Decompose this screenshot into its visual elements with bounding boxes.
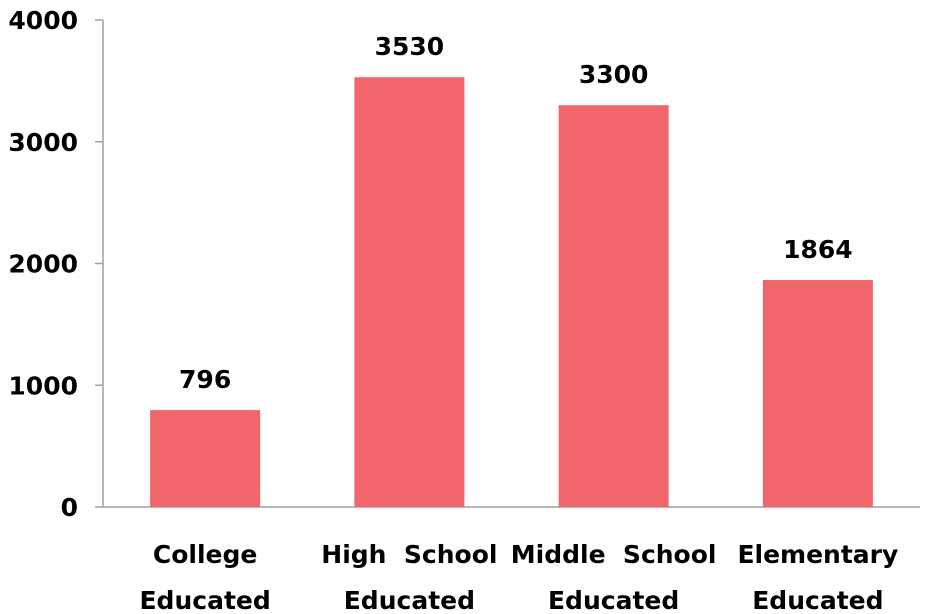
bar-value-label: 796 <box>179 365 231 394</box>
y-tick-label: 3000 <box>8 128 78 157</box>
bar-value-label: 3300 <box>579 60 649 89</box>
y-tick-label: 2000 <box>8 250 78 279</box>
bar <box>354 77 465 507</box>
bar <box>558 105 669 507</box>
x-category-label: Educated <box>344 586 475 614</box>
bar <box>150 410 261 507</box>
x-category-label: Educated <box>139 586 270 614</box>
y-tick-label: 4000 <box>8 6 78 35</box>
x-category-label: Educated <box>548 586 679 614</box>
bars <box>150 77 873 507</box>
x-category-label: Middle School <box>511 540 717 569</box>
y-axis-ticks: 0 1000 2000 3000 4000 <box>8 6 103 522</box>
data-labels: 796 3530 3300 1864 <box>179 32 853 394</box>
bar-value-label: 1864 <box>783 235 853 264</box>
x-category-label: Elementary <box>737 540 898 569</box>
x-category-label: High School <box>321 540 497 569</box>
bar <box>762 280 873 507</box>
x-category-label: Educated <box>752 586 883 614</box>
category-labels: College Educated High School Educated Middle… <box>139 540 898 614</box>
x-category-label: College <box>153 540 257 569</box>
bar-value-label: 3530 <box>375 32 445 61</box>
y-tick-label: 1000 <box>8 371 78 400</box>
y-tick-label: 0 <box>61 493 78 522</box>
